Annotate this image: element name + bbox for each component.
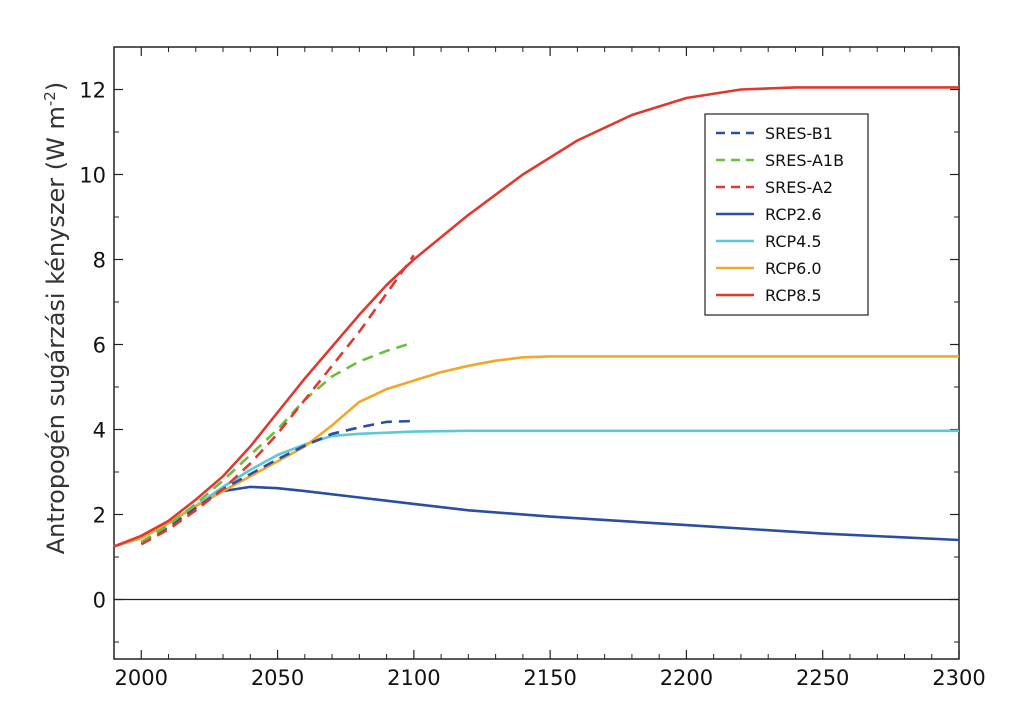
x-tick-label: 2250 (796, 666, 849, 690)
y-tick-label: 12 (79, 79, 106, 103)
y-tick-label: 10 (79, 164, 106, 188)
y-tick-label: 2 (93, 504, 106, 528)
legend-label: SRES-A2 (765, 178, 833, 197)
legend-label: RCP6.0 (765, 259, 822, 278)
series-line-sres-a1b (140, 341, 415, 544)
legend-box (704, 113, 869, 316)
legend-entry: RCP2.6 (716, 205, 822, 224)
x-tick-label: 2150 (523, 666, 576, 690)
legend-label: RCP2.6 (765, 205, 822, 224)
legend-label: SRES-B1 (765, 124, 833, 143)
series-line-sres-b1 (140, 419, 414, 544)
series-line-rcp6-0 (113, 355, 959, 548)
y-tick-label: 8 (93, 249, 106, 273)
axis-ticks: 2000 2050 2100 2150 2200 2250 2300 0 2 4 6 8 10 12 (79, 46, 986, 690)
y-axis-label: Antropogén sugárzási kényszer (W m-2) (41, 82, 70, 554)
legend-entry: RCP4.5 (716, 232, 822, 251)
x-tick-label: 2000 (115, 666, 168, 690)
y-axis-label-main: Antropogén sugárzási kényszer (W m (42, 106, 70, 554)
legend-entry: RCP6.0 (716, 259, 822, 278)
legend-entry: SRES-A1B (716, 151, 844, 170)
legend: SRES-B1 SRES-A1B SRES-A2 RCP2.6 RCP4.5 RCP6.0… (704, 113, 869, 316)
y-tick-label: 0 (93, 589, 106, 613)
legend-label: SRES-A1B (765, 151, 844, 170)
x-tick-label: 2050 (251, 666, 304, 690)
legend-label: RCP8.5 (765, 286, 822, 305)
y-axis-label-close: ) (42, 82, 70, 91)
x-tick-label: 2300 (932, 666, 985, 690)
series-lines (113, 86, 960, 548)
y-tick-label: 4 (93, 419, 106, 443)
legend-label: RCP4.5 (765, 232, 822, 251)
y-tick-label: 6 (93, 334, 106, 358)
legend-entry: RCP8.5 (716, 286, 822, 305)
y-axis-label-superscript: -2 (41, 91, 59, 106)
x-tick-label: 2100 (387, 666, 440, 690)
x-tick-label: 2200 (660, 666, 713, 690)
legend-entry: SRES-B1 (716, 124, 833, 143)
legend-entries: SRES-B1 SRES-A1B SRES-A2 RCP2.6 RCP4.5 RCP6.0… (716, 124, 844, 305)
legend-entry: SRES-A2 (716, 178, 833, 197)
